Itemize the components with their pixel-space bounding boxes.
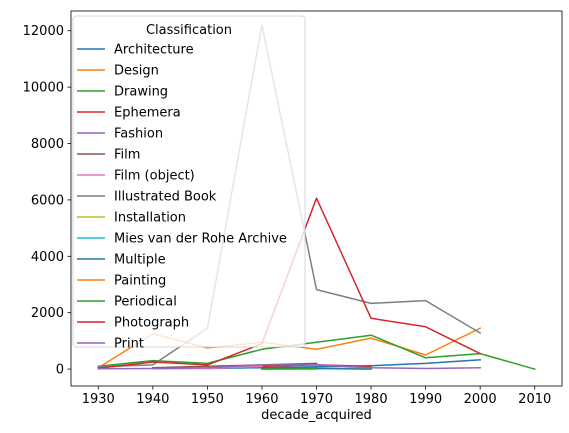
legend-item-label: Film (object) [114,169,195,184]
legend: Classification Architecture Design Drawing E… [72,15,306,352]
legend-item-label: Fashion [114,127,163,142]
x-tick-label: 1980 [355,392,388,407]
legend-item-label: Architecture [114,43,194,58]
series-line-print [97,364,481,370]
y-tick-label: 12000 [23,24,64,39]
legend-item-label: Photograph [114,316,189,331]
legend-title: Classification [146,23,232,38]
x-axis: 1930 1940 1950 1960 1970 1980 1990 2000 2010 [82,386,551,407]
legend-item-label: Illustrated Book [114,190,217,205]
legend-item-label: Drawing [114,85,168,100]
y-tick-label: 6000 [31,193,64,208]
x-tick-label: 1990 [409,392,442,407]
y-tick-label: 4000 [31,250,64,265]
y-tick-label: 10000 [23,81,64,96]
y-tick-label: 2000 [31,306,64,321]
x-tick-label: 1970 [300,392,333,407]
x-tick-label: 2000 [464,392,497,407]
legend-item-label: Painting [114,274,166,289]
legend-item-label: Ephemera [114,106,181,121]
legend-item-label: Print [114,337,144,352]
legend-item-label: Design [114,64,159,79]
y-tick-label: 8000 [31,137,64,152]
x-tick-label: 1960 [245,392,278,407]
y-axis: 0 2000 4000 6000 8000 10000 12000 [23,24,71,378]
legend-item-label: Multiple [114,253,166,268]
x-tick-label: 1940 [136,392,169,407]
x-axis-label: decade_acquired [261,408,372,423]
legend-item-label: Installation [114,211,186,226]
x-tick-label: 1950 [191,392,224,407]
legend-item-label: Periodical [114,295,177,310]
series-line-drawing [97,334,536,371]
x-tick-label: 2010 [518,392,551,407]
legend-item-label: Film [114,148,140,163]
legend-box [72,15,306,348]
x-tick-label: 1930 [82,392,115,407]
y-tick-label: 0 [56,363,64,378]
legend-item-label: Mies van der Rohe Archive [114,232,287,247]
